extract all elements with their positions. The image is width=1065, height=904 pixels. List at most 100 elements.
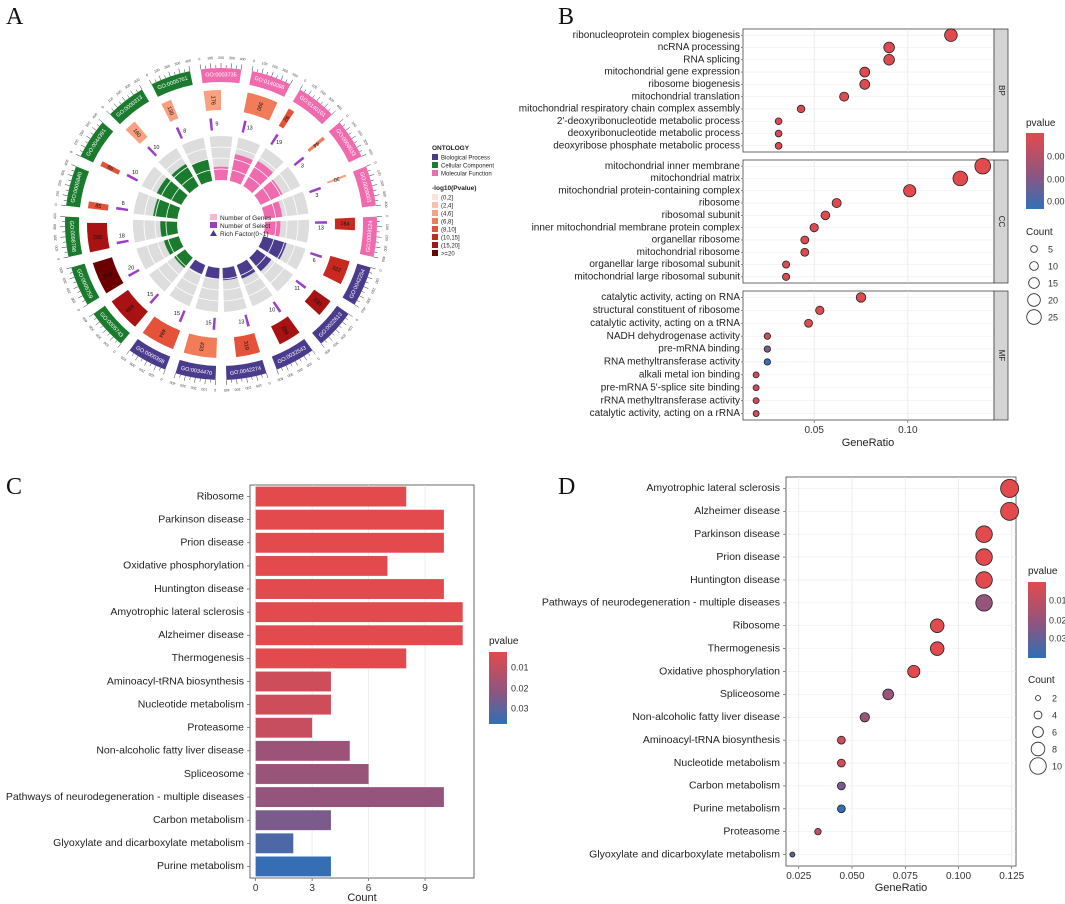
sector-tick-label: 400 xyxy=(133,78,140,84)
dot xyxy=(774,129,783,138)
term-label: organellar ribosome xyxy=(652,235,741,246)
select-bar xyxy=(212,317,216,330)
sector-tick xyxy=(256,69,258,73)
sector-tick-label: 200 xyxy=(95,333,102,340)
panel-d-kegg-dotplot: Amyotrophic lateral sclerosis Alzheimer d… xyxy=(542,476,1065,894)
bar xyxy=(255,648,407,669)
count-legend-label: 25 xyxy=(1048,313,1058,323)
sector-tick xyxy=(89,313,94,317)
sector-tick xyxy=(374,194,380,196)
sector-tick-label: 300 xyxy=(53,224,57,230)
sector-tick-label: 200 xyxy=(296,367,303,373)
sector-tick-label: 0 xyxy=(268,381,271,385)
bar-label: Ribosome xyxy=(197,490,244,502)
term-label: RNA splicing xyxy=(683,54,740,65)
dot xyxy=(859,712,870,723)
dot xyxy=(883,54,895,66)
point-label: Pathways of neurodegeneration - multiple… xyxy=(542,597,780,609)
sector-tick xyxy=(236,379,238,385)
bar-label: Alzheimer disease xyxy=(158,629,244,641)
sector-tick-label: 400 xyxy=(336,104,343,111)
sector-tick xyxy=(199,64,201,70)
sector-tick-label: 100 xyxy=(201,387,207,392)
select-bar xyxy=(126,173,139,182)
term-label: mitochondrial matrix xyxy=(651,173,740,184)
dot xyxy=(763,332,771,340)
sector-tick xyxy=(65,189,69,191)
sector-tick-label: 400 xyxy=(360,306,367,313)
count-legend-label: 20 xyxy=(1048,296,1058,306)
select-bar xyxy=(272,301,282,313)
sector-tick-label: 200 xyxy=(357,130,364,137)
sector-tick xyxy=(320,101,323,105)
sector-tick xyxy=(303,355,307,361)
select-bar-label: 18 xyxy=(119,234,125,240)
sector-tick xyxy=(61,246,67,248)
count-legend-label: 4 xyxy=(1052,711,1057,721)
sector-tick xyxy=(281,367,283,371)
bar xyxy=(255,509,444,530)
pvalue-bin-swatch xyxy=(432,218,438,224)
count-bar-label: 85 xyxy=(94,203,101,210)
sector-tick xyxy=(370,179,374,182)
sector-ring-cc xyxy=(80,122,114,163)
sector-tick-label: 0 xyxy=(77,308,81,312)
sector-tick-label: 100 xyxy=(385,224,389,230)
sector-tick xyxy=(276,75,278,79)
bar xyxy=(255,532,444,553)
sector-tick xyxy=(204,379,206,385)
pvalue-bin-swatch xyxy=(432,210,438,216)
sector-tick xyxy=(111,108,114,112)
bar-label: Parkinson disease xyxy=(158,513,244,525)
panel-letter-c: C xyxy=(6,474,22,500)
term-label: NADH dehydrogenase activity xyxy=(607,331,740,342)
bar-label: Huntington disease xyxy=(154,583,244,595)
count-bar xyxy=(203,90,221,111)
term-label: organellar large ribosomal subunit xyxy=(589,259,740,270)
sector-tick-label: 100 xyxy=(350,121,357,128)
sector-tick xyxy=(290,363,293,367)
sector-tick xyxy=(361,291,365,293)
x-tick-label: 0.100 xyxy=(946,871,971,882)
dot xyxy=(975,594,993,612)
sector-ring-cc xyxy=(66,166,90,208)
panel-c-kegg-barplot: Ribosome Parkinson disease Prion disease Ox… xyxy=(6,484,529,904)
count-legend-circle xyxy=(1033,710,1043,720)
count-bar-label: 30 xyxy=(333,175,340,182)
select-bar xyxy=(116,206,129,212)
legend-label-genes: Number of Genes xyxy=(220,215,272,222)
select-bar xyxy=(209,118,213,131)
select-bar xyxy=(147,146,158,157)
dot xyxy=(929,641,945,656)
sector-tick xyxy=(354,304,359,308)
count-bar-label: 164 xyxy=(340,221,350,228)
sector-tick xyxy=(71,169,75,172)
sector-tick xyxy=(164,75,166,79)
sector-tick xyxy=(285,365,289,371)
sector-tick xyxy=(64,251,68,253)
sector-tick xyxy=(79,150,83,153)
pvalue-bin-swatch xyxy=(432,194,438,200)
bar xyxy=(255,671,331,692)
sector-tick xyxy=(375,204,381,206)
select-bar xyxy=(270,133,279,146)
x-tick-label: 6 xyxy=(366,883,372,894)
sector-tick-label: 400 xyxy=(224,388,230,392)
sector-tick-label: 100 xyxy=(374,277,380,284)
rich-factor-bar xyxy=(254,179,283,205)
count-legend-circle xyxy=(1026,309,1042,325)
sector-tick-label: 400 xyxy=(169,380,176,386)
sector-tick-label: 200 xyxy=(379,180,384,187)
select-bar-label: 9 xyxy=(215,122,218,128)
bar-label: Amyotrophic lateral sclerosis xyxy=(110,606,244,618)
ontology-legend-title: ONTOLOGY xyxy=(432,145,470,152)
select-bar-label: 3 xyxy=(315,193,318,199)
sector-tick xyxy=(179,374,181,378)
sector-tick xyxy=(113,103,118,108)
count-legend-circle xyxy=(1029,261,1039,271)
sector-tick xyxy=(126,350,130,355)
pvalue-bin-legend: -log10(Pvalue) (0,2] (2,4] (4,6] (6,8] (8,10… xyxy=(432,185,476,258)
sector-tick-label: 0 xyxy=(253,59,256,63)
count-bar xyxy=(161,99,179,122)
